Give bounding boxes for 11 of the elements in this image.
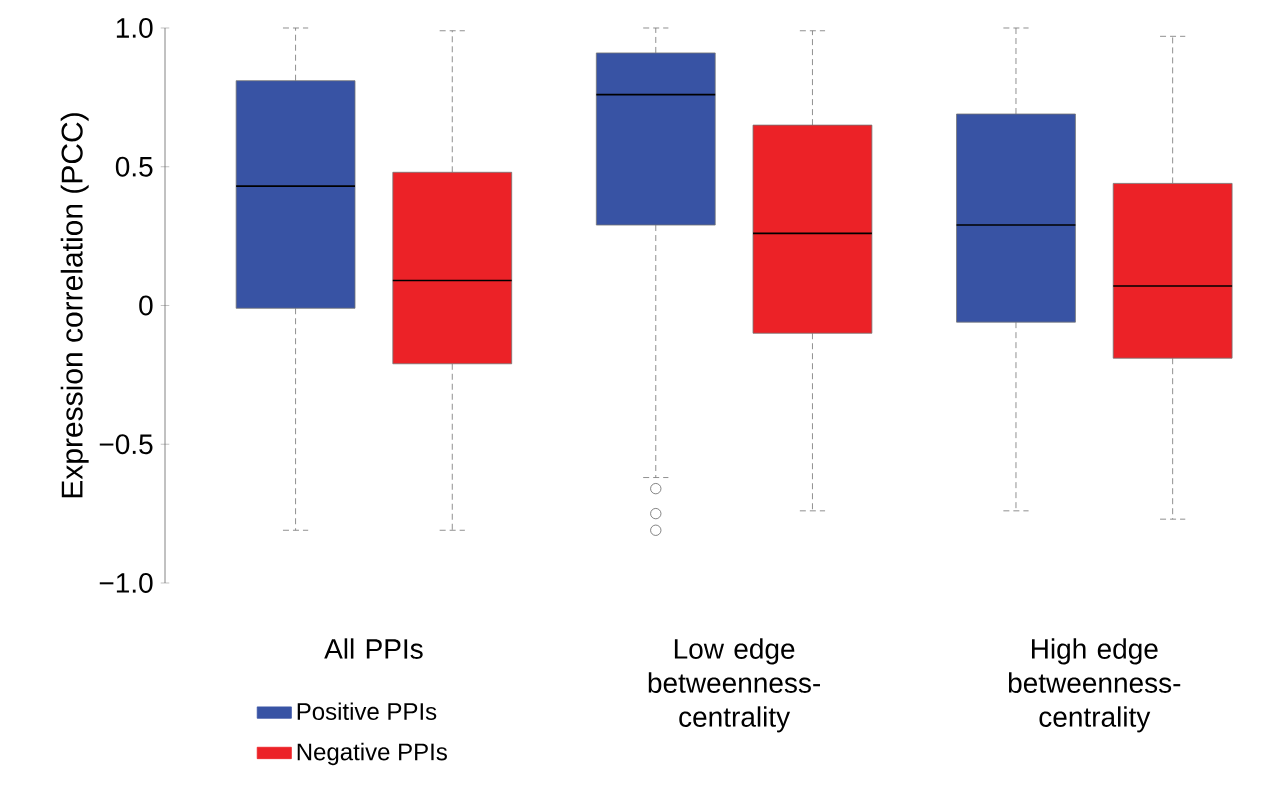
x-tick-label: Low edge betweenness-centrality xyxy=(648,638,821,733)
y-tick-label: 0.5 xyxy=(115,156,153,177)
legend-label: Negative PPIs xyxy=(297,742,447,766)
y-tick-label: 1.0 xyxy=(116,18,153,38)
y-tick-label: 0 xyxy=(139,295,153,316)
y-tick-label: −0.5 xyxy=(99,434,153,455)
y-tick-label: −1.0 xyxy=(99,573,153,593)
legend-label: Positive PPIs xyxy=(297,702,437,720)
x-tick-label: High edge betweenness-centrality xyxy=(1008,638,1181,733)
x-tick-label: All PPIs xyxy=(324,638,423,659)
y-axis-title: Expression correlation (PCC) xyxy=(60,113,89,498)
